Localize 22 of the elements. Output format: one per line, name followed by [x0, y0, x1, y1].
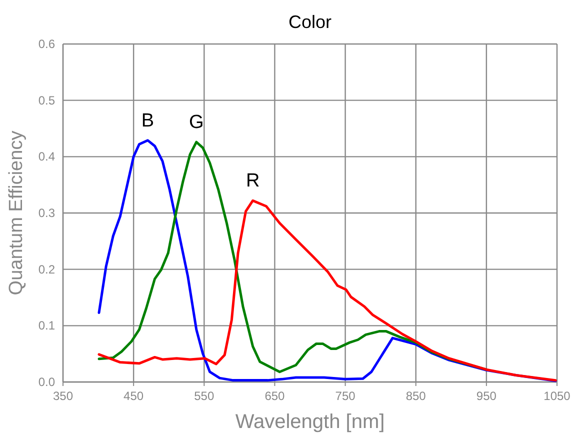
x-tick-label: 950: [476, 389, 497, 403]
y-tick-label: 0.2: [38, 262, 56, 276]
x-tick-label: 750: [335, 389, 356, 403]
series-label: G: [188, 112, 204, 134]
x-tick-label: 350: [52, 389, 74, 403]
x-tick-label: 550: [194, 389, 214, 403]
chart-title: Color: [288, 12, 332, 32]
y-tick-label: 0.0: [38, 375, 56, 389]
series-label: B: [141, 110, 154, 132]
x-tick-label: 450: [124, 389, 144, 403]
y-tick-label: 0.3: [38, 206, 56, 220]
line-series: [98, 199, 557, 382]
y-tick-label: 0.4: [38, 150, 56, 164]
y-tick-label: 0.1: [38, 318, 56, 333]
y-tick-label: 0.6: [38, 37, 56, 51]
series-label: R: [246, 170, 260, 192]
x-tick-label: 650: [264, 389, 286, 403]
y-tick-label: 0.5: [38, 93, 56, 108]
y-axis-title: Quantum Efficiency: [6, 130, 27, 296]
x-axis-title: Wavelength [nm]: [235, 411, 385, 433]
x-tick-label: 850: [406, 389, 426, 403]
x-tick-label: 1050: [544, 389, 571, 403]
